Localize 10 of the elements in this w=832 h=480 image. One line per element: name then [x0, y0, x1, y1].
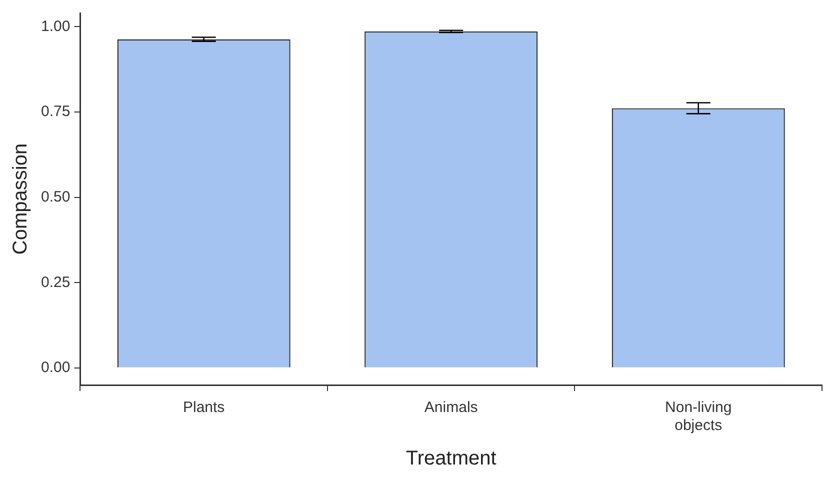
y-tick-label: 1.00 — [40, 18, 70, 35]
y-tick-label: 0.00 — [40, 359, 70, 376]
y-axis-title: Compassion — [10, 143, 32, 255]
y-tick-label: 0.75 — [40, 103, 70, 120]
y-tick-label: 0.50 — [40, 188, 70, 206]
x-axis-title: Treatment — [406, 448, 497, 470]
x-tick-label: Non-living objects — [665, 399, 732, 434]
y-tick-label: 0.25 — [40, 274, 70, 291]
x-tick-label: Animals — [424, 399, 478, 416]
x-tick-label: Plants — [182, 399, 225, 416]
